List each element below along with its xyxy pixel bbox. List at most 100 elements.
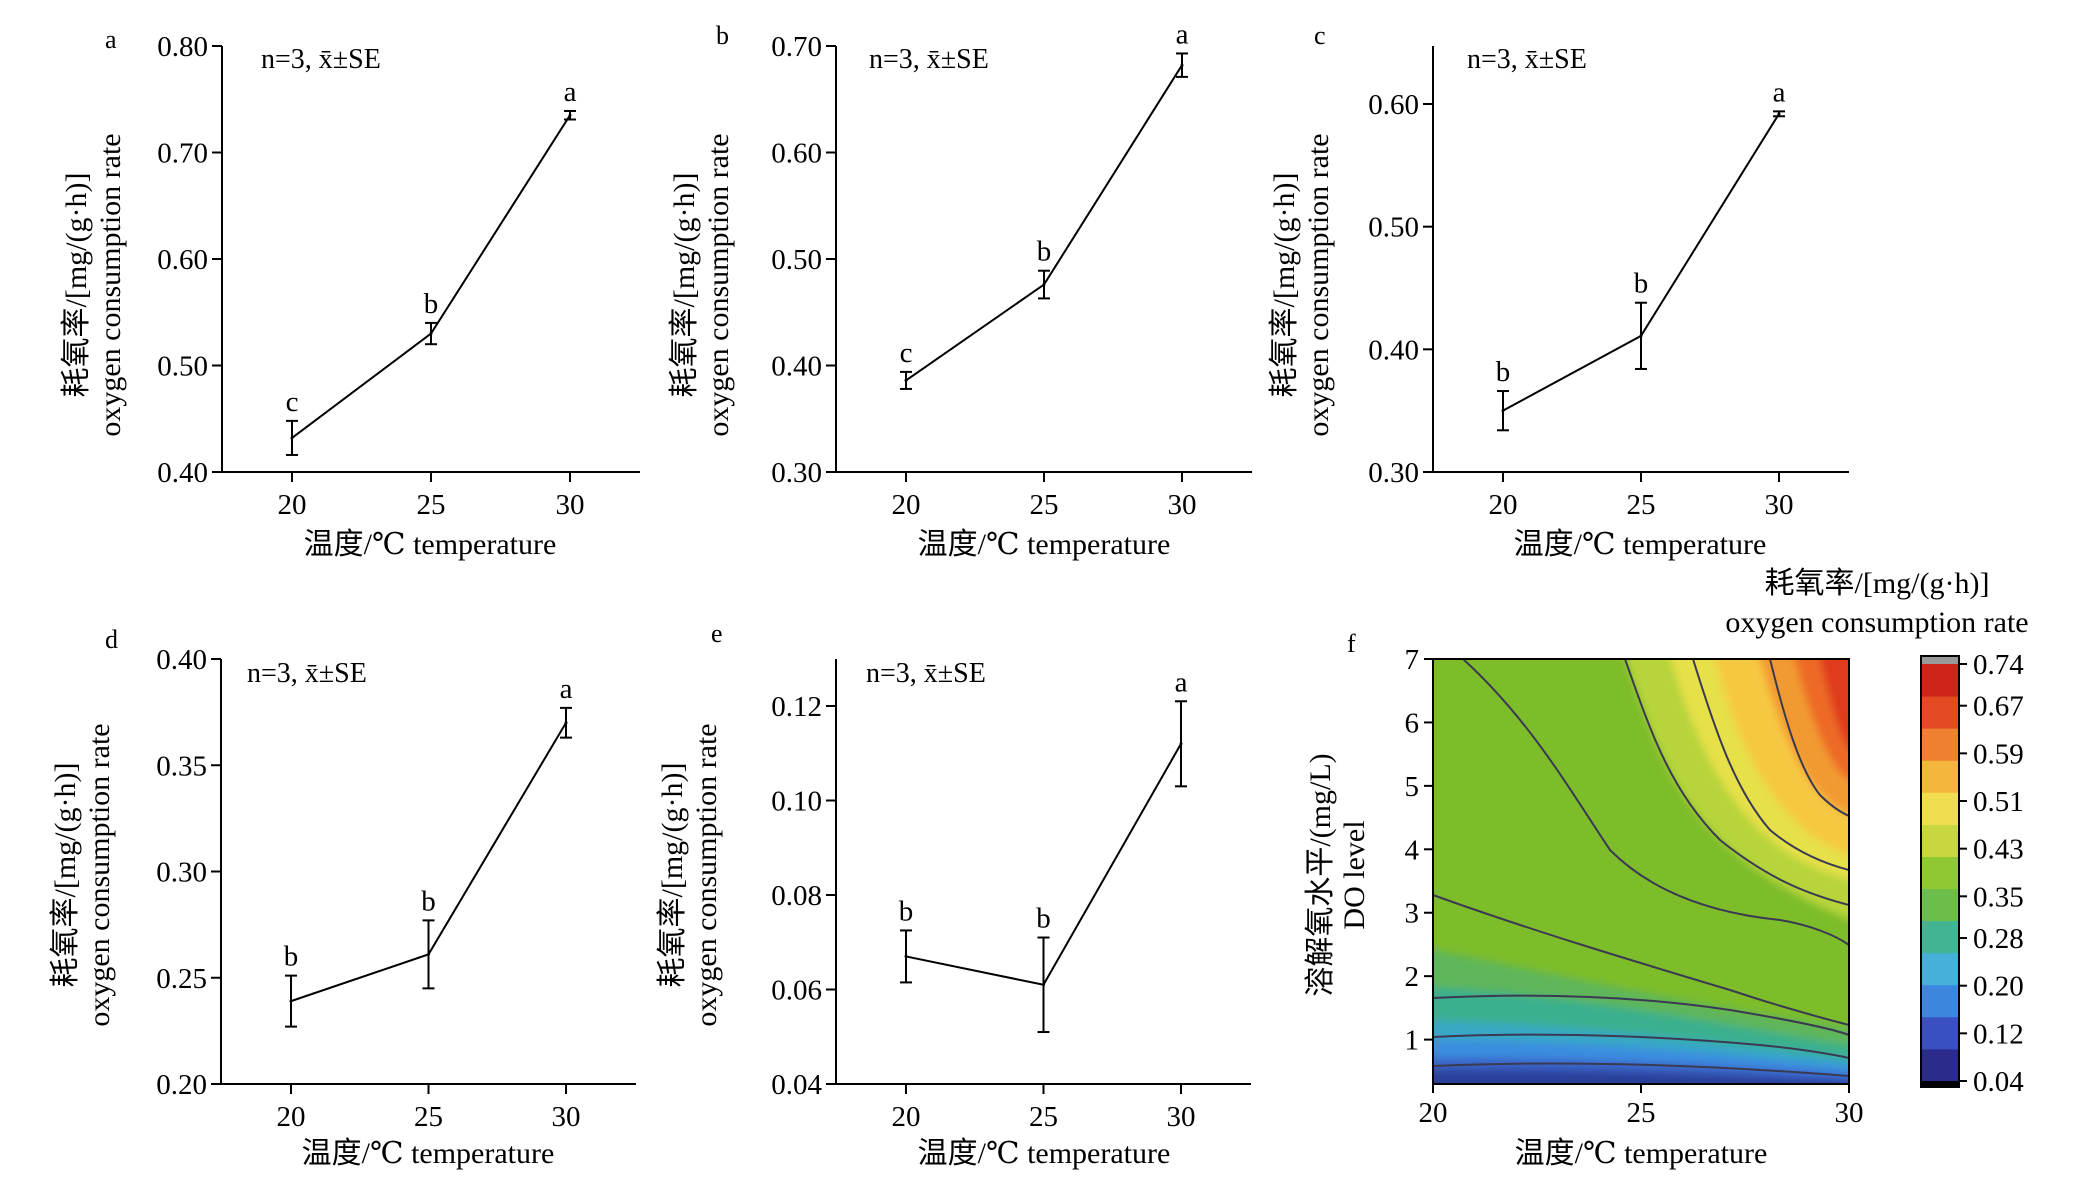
panel-letter-d: d	[105, 625, 118, 654]
y-tick-label: 0.40	[157, 457, 208, 489]
panel-letter-e: e	[711, 619, 723, 648]
y-tick-label: 0.40	[771, 351, 822, 383]
significance-letter: b	[1634, 268, 1649, 300]
y-tick-label: 0.06	[771, 975, 822, 1007]
data-point	[568, 113, 572, 117]
x-tick-label: 20	[892, 489, 921, 521]
colorbar-tick-label: 0.12	[1973, 1018, 2024, 1050]
x-tick-label: 30	[1167, 1101, 1196, 1133]
y-tick-label: 0.30	[771, 457, 822, 489]
significance-letter: b	[424, 288, 439, 320]
panel-a-annotation: n=3, x̄±SE	[261, 44, 381, 75]
significance-letter: a	[1176, 18, 1189, 50]
colorbar-cap-top	[1921, 656, 1959, 664]
significance-letter: b	[899, 895, 914, 927]
data-point	[1042, 983, 1045, 987]
y-tick-label: 0.50	[1368, 212, 1419, 244]
colorbar-band	[1921, 696, 1959, 729]
colorbar-tick-label: 0.04	[1973, 1066, 2024, 1098]
panel-letter-a: a	[105, 25, 117, 54]
data-point	[290, 436, 294, 440]
panel-f-axes: 20 25 30 1 2 3 4 5 6 7	[1405, 644, 1864, 1129]
y-tick-label: 0.10	[771, 786, 822, 818]
x-tick-label: 30	[1765, 489, 1794, 521]
panel-d-ylabel-cn: 耗氧率/[mg/(g·h)]	[49, 763, 82, 988]
colorbar-cap-bottom	[1921, 1081, 1959, 1087]
panel-b-annotation: n=3, x̄±SE	[869, 44, 989, 75]
colorbar-band	[1921, 888, 1959, 922]
panel-c-plot: 0.30 0.40 0.50 0.60 20 25 30 b b a	[1368, 46, 1849, 521]
y-tick-label: 0.40	[1368, 334, 1419, 366]
colorbar-band	[1921, 952, 1959, 986]
significance-letter: a	[1773, 76, 1786, 108]
panel-f-xlabel: 温度/℃ temperature	[1515, 1137, 1768, 1170]
significance-letter: a	[564, 76, 577, 108]
y-tick-label: 5	[1405, 771, 1420, 803]
panel-a-ylabel-en: oxygen consumption rate	[94, 133, 127, 436]
x-tick-label: 20	[1489, 489, 1518, 521]
colorbar-band	[1921, 760, 1959, 793]
colorbar-tick-label: 0.51	[1973, 786, 2024, 818]
panel-d-xlabel: 温度/℃ temperature	[302, 1137, 555, 1170]
y-tick-label: 0.25	[156, 963, 207, 995]
panel-b: b 0.30 0.40 0.50 0.60 0.70 20 25 30 c b a n=3, x̄±…	[668, 18, 1252, 561]
colorbar-band	[1921, 824, 1959, 857]
y-tick-label: 0.60	[157, 244, 208, 276]
y-tick-label: 0.50	[157, 351, 208, 383]
y-tick-label: 4	[1405, 834, 1420, 866]
data-point	[1777, 112, 1781, 116]
significance-letter: b	[421, 885, 436, 917]
panel-f-ylabel-en: DO level	[1338, 820, 1371, 929]
y-tick-label: 2	[1405, 961, 1420, 993]
colorbar-tick-label: 0.28	[1973, 923, 2024, 955]
panel-a: a 0.40 0.50 0.60 0.70 0.80 20 25 30 c b a n=3, x̄±…	[60, 25, 640, 561]
significance-letter: b	[284, 941, 299, 973]
y-tick-label: 0.50	[771, 244, 822, 276]
series-line	[291, 114, 571, 439]
significance-letter: b	[1036, 903, 1051, 935]
panel-b-ylabel-cn: 耗氧率/[mg/(g·h)]	[668, 173, 701, 398]
panel-a-plot: 0.40 0.50 0.60 0.70 0.80 20 25 30 c b a	[157, 31, 640, 521]
x-tick-label: 20	[1419, 1097, 1448, 1129]
x-tick-label: 25	[1627, 489, 1656, 521]
data-point	[904, 378, 908, 382]
colorbar-tick-label: 0.35	[1973, 881, 2024, 913]
panel-b-plot: 0.30 0.40 0.50 0.60 0.70 20 25 30 c b a	[771, 18, 1252, 521]
panel-f: f 耗氧率/[mg/(g·h)] oxygen consumption rate	[1304, 567, 2029, 1170]
x-tick-label: 25	[1627, 1097, 1656, 1129]
panel-c-annotation: n=3, x̄±SE	[1467, 44, 1587, 75]
heatmap-surface	[1433, 659, 1849, 1084]
x-tick-label: 30	[1168, 489, 1197, 521]
colorbar-tick-label: 0.67	[1973, 691, 2024, 723]
data-point	[1639, 334, 1643, 338]
y-tick-label: 0.80	[157, 31, 208, 63]
y-tick-label: 0.08	[771, 880, 822, 912]
panel-b-ylabel-en: oxygen consumption rate	[702, 133, 735, 436]
colorbar-frame	[1920, 655, 1960, 1088]
panel-f-ylabel-cn: 溶解氧水平/(mg/L)	[1304, 753, 1337, 996]
y-tick-label: 3	[1405, 898, 1420, 930]
colorbar-band	[1921, 856, 1959, 890]
x-tick-label: 30	[1835, 1097, 1864, 1129]
data-point	[904, 954, 908, 958]
x-tick-label: 25	[1030, 489, 1059, 521]
panel-e-plot: 0.04 0.06 0.08 0.10 0.12 20 25 30 b b a	[771, 659, 1251, 1133]
y-tick-label: 0.60	[771, 138, 822, 170]
data-point	[1042, 283, 1046, 287]
y-tick-label: 0.70	[771, 31, 822, 63]
series-line	[905, 64, 1183, 382]
y-tick-label: 6	[1405, 707, 1420, 739]
x-tick-label: 25	[414, 1101, 443, 1133]
colorbar-band	[1921, 664, 1959, 697]
colorbar-band	[1921, 1048, 1959, 1082]
colorbar-band	[1921, 792, 1959, 825]
panel-e-xlabel: 温度/℃ temperature	[918, 1137, 1171, 1170]
y-tick-label: 0.12	[771, 691, 822, 723]
x-tick-label: 25	[417, 489, 446, 521]
panel-d: d 0.20 0.25 0.30 0.35 0.40 20 25 30 b b a n=3, x̄±…	[49, 625, 636, 1170]
x-tick-label: 20	[277, 1101, 306, 1133]
colorbar-tick-label: 0.20	[1973, 971, 2024, 1003]
significance-letter: a	[1175, 666, 1188, 698]
colorbar-band	[1921, 920, 1959, 954]
panel-e: e 0.04 0.06 0.08 0.10 0.12 20 25 30 b b a n=3, x̄±…	[656, 619, 1251, 1170]
